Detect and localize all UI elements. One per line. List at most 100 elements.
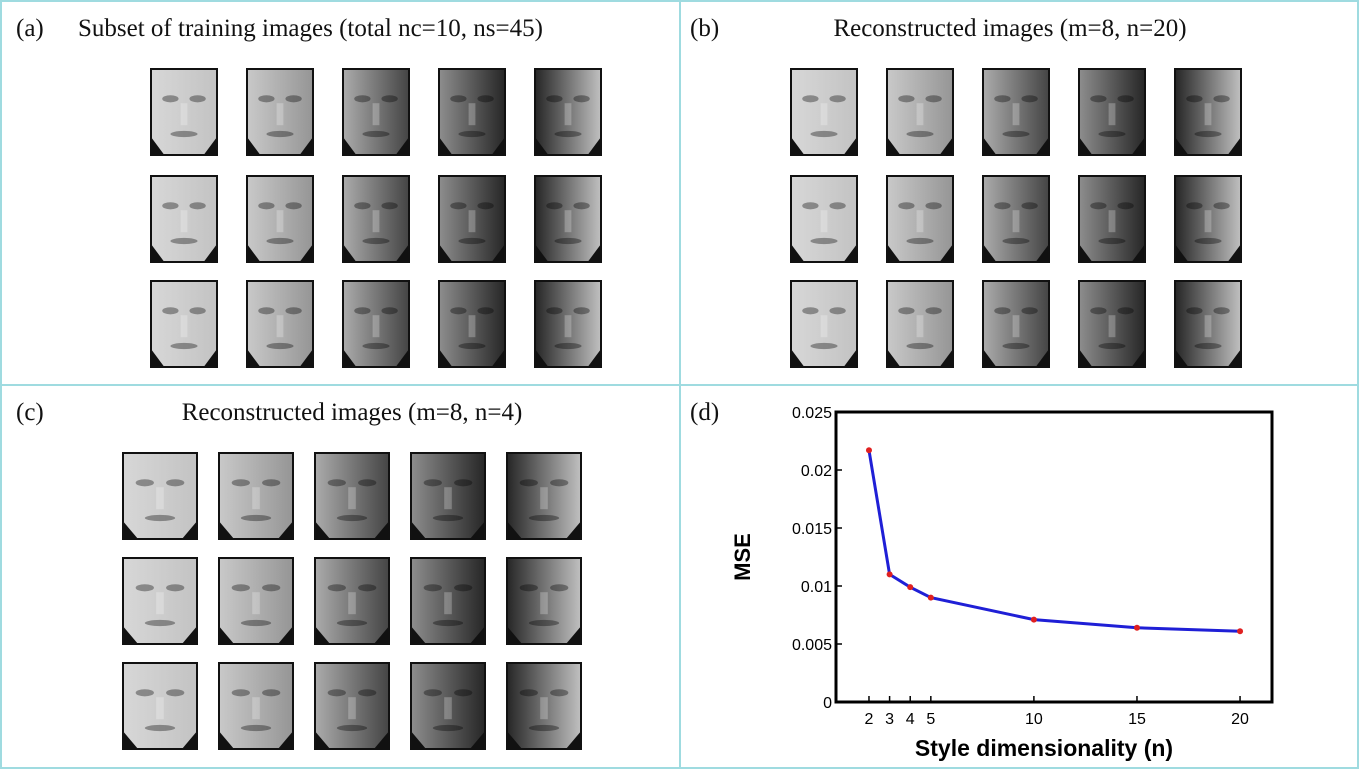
mouth	[241, 515, 271, 521]
nose	[917, 315, 924, 337]
x-tick-label: 15	[1128, 711, 1146, 728]
eye	[354, 307, 370, 314]
nose	[821, 315, 828, 337]
eye	[166, 584, 184, 591]
page: (a) Subset of training images (total nc=…	[0, 0, 1359, 769]
nose	[1013, 210, 1020, 232]
mouth	[906, 131, 933, 137]
x-tick-label: 20	[1231, 711, 1249, 728]
marker	[1031, 617, 1037, 623]
eye	[994, 95, 1010, 102]
nose	[373, 315, 380, 337]
nose	[469, 315, 476, 337]
eye	[162, 307, 178, 314]
nose	[444, 592, 452, 614]
panel-label: (b)	[690, 15, 719, 42]
eye	[258, 202, 274, 209]
marker	[887, 571, 893, 577]
eye	[424, 584, 442, 591]
panel-title: Reconstructed images (m=8, n=4)	[182, 399, 523, 426]
eye	[829, 202, 845, 209]
mouth	[337, 515, 367, 521]
eye	[258, 95, 274, 102]
eye	[994, 307, 1010, 314]
eye	[1213, 95, 1229, 102]
nose	[252, 592, 260, 614]
eye	[189, 202, 205, 209]
nose	[1013, 103, 1020, 125]
eye	[898, 95, 914, 102]
eye	[1117, 202, 1133, 209]
eye	[1090, 307, 1106, 314]
eye	[358, 584, 376, 591]
nose	[277, 210, 284, 232]
eye	[1021, 307, 1037, 314]
mouth	[433, 725, 463, 731]
eye	[328, 479, 346, 486]
nose	[373, 103, 380, 125]
mouth	[1002, 343, 1029, 349]
eye	[829, 307, 845, 314]
mouth	[554, 238, 581, 244]
eye	[477, 307, 493, 314]
nose	[277, 315, 284, 337]
eye	[136, 479, 154, 486]
mouth	[145, 725, 175, 731]
nose	[348, 697, 356, 719]
eye	[454, 689, 472, 696]
eye	[573, 95, 589, 102]
eye	[166, 479, 184, 486]
eye	[136, 584, 154, 591]
mouth	[1098, 343, 1125, 349]
eye	[1213, 307, 1229, 314]
mouth	[170, 131, 197, 137]
y-tick-label: 0.015	[792, 521, 832, 538]
marker	[1237, 628, 1243, 634]
mouth	[529, 515, 559, 521]
nose	[1109, 210, 1116, 232]
eye	[925, 307, 941, 314]
eye	[1090, 202, 1106, 209]
eye	[424, 479, 442, 486]
eye	[189, 95, 205, 102]
eye	[454, 584, 472, 591]
eye	[898, 307, 914, 314]
eye	[381, 202, 397, 209]
mouth	[554, 343, 581, 349]
marker	[1134, 625, 1140, 631]
eye	[550, 689, 568, 696]
mouth	[266, 343, 293, 349]
nose	[1205, 210, 1212, 232]
mouth	[810, 238, 837, 244]
mouth	[170, 343, 197, 349]
mouth	[337, 620, 367, 626]
mouth	[906, 343, 933, 349]
eye	[520, 689, 538, 696]
marker	[907, 584, 913, 590]
eye	[1021, 202, 1037, 209]
x-tick-label: 4	[906, 711, 915, 728]
panel-label: (d)	[690, 399, 719, 426]
eye	[994, 202, 1010, 209]
eye	[1117, 307, 1133, 314]
mouth	[145, 515, 175, 521]
eye	[450, 307, 466, 314]
nose	[1205, 315, 1212, 337]
nose	[156, 697, 164, 719]
eye	[328, 689, 346, 696]
mouth	[433, 515, 463, 521]
eye	[925, 202, 941, 209]
mouth	[145, 620, 175, 626]
eye	[454, 479, 472, 486]
nose	[469, 210, 476, 232]
eye	[1186, 307, 1202, 314]
nose	[821, 103, 828, 125]
eye	[162, 202, 178, 209]
panel-label: (a)	[16, 15, 44, 42]
nose	[444, 697, 452, 719]
nose	[348, 592, 356, 614]
y-axis-label: MSE	[730, 533, 755, 581]
eye	[520, 479, 538, 486]
nose	[917, 210, 924, 232]
x-tick-label: 3	[885, 711, 894, 728]
